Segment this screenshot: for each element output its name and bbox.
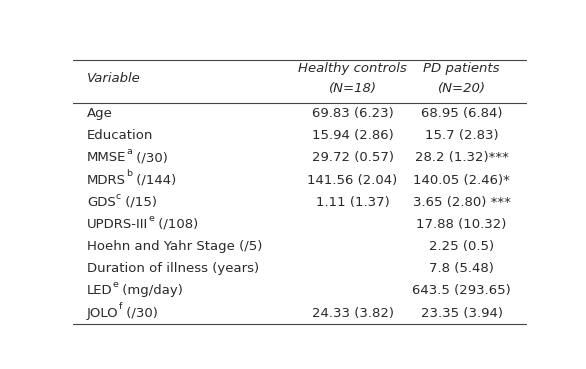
Text: Variable: Variable [87,72,141,85]
Text: (/144): (/144) [132,173,176,187]
Text: e: e [148,214,154,223]
Text: 3.65 (2.80) ***: 3.65 (2.80) *** [413,196,510,209]
Text: 69.83 (6.23): 69.83 (6.23) [312,107,393,120]
Text: 17.88 (10.32): 17.88 (10.32) [417,218,507,231]
Text: LED: LED [87,284,113,297]
Text: (/15): (/15) [121,196,157,209]
Text: (N=18): (N=18) [329,82,377,95]
Text: e: e [113,280,118,289]
Text: Hoehn and Yahr Stage (/5): Hoehn and Yahr Stage (/5) [87,240,263,253]
Text: (/30): (/30) [132,151,168,165]
Text: 7.8 (5.48): 7.8 (5.48) [429,262,494,275]
Text: a: a [126,147,132,156]
Text: (mg/day): (mg/day) [118,284,183,297]
Text: (N=20): (N=20) [438,82,486,95]
Text: f: f [118,302,122,311]
Text: a: a [126,147,132,156]
Text: 141.56 (2.04): 141.56 (2.04) [308,173,398,187]
Text: c: c [115,192,121,200]
Text: Duration of illness (years): Duration of illness (years) [87,262,259,275]
Text: (/30): (/30) [122,307,158,320]
Text: 15.94 (2.86): 15.94 (2.86) [312,129,393,142]
Text: JOLO: JOLO [87,307,118,320]
Text: 23.35 (3.94): 23.35 (3.94) [421,307,503,320]
Text: Healthy controls: Healthy controls [298,62,407,75]
Text: f: f [118,302,122,311]
Text: c: c [115,192,121,200]
Text: MDRS: MDRS [87,173,126,187]
Text: 2.25 (0.5): 2.25 (0.5) [429,240,494,253]
Text: 140.05 (2.46)*: 140.05 (2.46)* [413,173,510,187]
Text: UPDRS-III: UPDRS-III [87,218,148,231]
Text: 643.5 (293.65): 643.5 (293.65) [412,284,511,297]
Text: 29.72 (0.57): 29.72 (0.57) [312,151,394,165]
Text: 68.95 (6.84): 68.95 (6.84) [421,107,502,120]
Text: b: b [126,169,132,178]
Text: MMSE: MMSE [87,151,126,165]
Text: PD patients: PD patients [423,62,500,75]
Text: 24.33 (3.82): 24.33 (3.82) [312,307,394,320]
Text: 28.2 (1.32)***: 28.2 (1.32)*** [415,151,509,165]
Text: (/108): (/108) [154,218,198,231]
Text: e: e [113,280,118,289]
Text: 15.7 (2.83): 15.7 (2.83) [425,129,498,142]
Text: e: e [148,214,154,223]
Text: Education: Education [87,129,154,142]
Text: Age: Age [87,107,113,120]
Text: GDS: GDS [87,196,115,209]
Text: b: b [126,169,132,178]
Text: 1.11 (1.37): 1.11 (1.37) [316,196,390,209]
